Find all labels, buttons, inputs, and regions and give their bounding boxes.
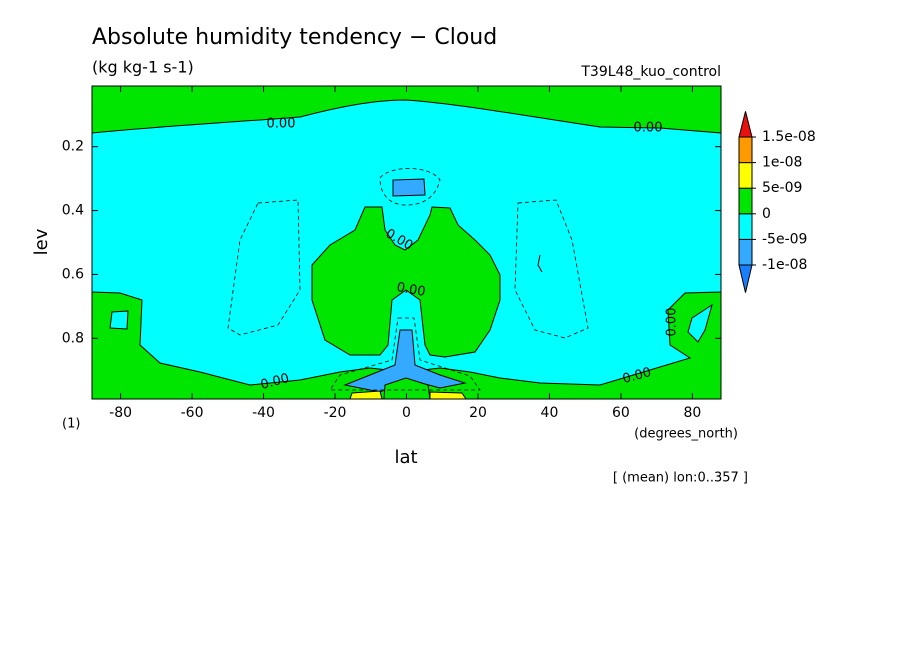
contour-label: 0.00 [267, 117, 296, 132]
colorbar-box [738, 162, 753, 189]
x-tick-label: -60 [181, 405, 204, 421]
colorbar-triangle [738, 111, 753, 138]
x-tick-label: 80 [683, 405, 701, 421]
x-tick-label: 20 [469, 405, 487, 421]
colorbar-label: 5e-09 [762, 180, 802, 196]
chart-subtitle: (kg kg-1 s-1) [92, 58, 194, 77]
contour-fill [311, 206, 501, 358]
colorbar-box [738, 238, 753, 266]
contour-line [514, 199, 589, 339]
contour-fill [91, 99, 722, 386]
colorbar-triangle [738, 264, 753, 293]
contour-fill [392, 178, 426, 197]
contour-label: 0.00 [259, 371, 291, 393]
contour-fill [109, 310, 129, 330]
colorbar-label: -5e-09 [762, 231, 807, 247]
x-tick-label: 0 [402, 405, 411, 421]
contour-line [227, 199, 301, 336]
panel-label: (1) [62, 417, 80, 432]
contour-line [329, 317, 481, 391]
x-tick-label: -40 [252, 405, 275, 421]
colorbar-label: 0 [762, 206, 771, 222]
contour-field: 0.00 0.00 0.00 0.00 0.00 0.00 0.00 [91, 85, 722, 400]
chart-title: Absolute humidity tendency − Cloud [92, 25, 497, 50]
contour-fill [429, 391, 467, 400]
y-tick-label: 0.8 [62, 330, 84, 346]
x-units: (degrees_north) [634, 427, 738, 442]
contour-fill [383, 377, 431, 400]
contour-label: 0.00 [634, 121, 663, 136]
x-tick-label: 60 [612, 405, 630, 421]
contour-label: 0.00 [665, 308, 680, 337]
colorbar-label: 1e-08 [762, 155, 802, 171]
contour-line [379, 168, 441, 206]
footnote: [ (mean) lon:0..357 ] [613, 471, 748, 486]
contour-label: 0.00 [621, 365, 653, 387]
y-tick-label: 0.6 [62, 266, 84, 282]
y-tick-label: 0.2 [62, 139, 84, 155]
x-tick-label: -20 [324, 405, 347, 421]
run-label: T39L48_kuo_control [580, 64, 721, 80]
x-axis-label: lat [394, 447, 417, 468]
colorbar-label: 1.5e-08 [762, 129, 816, 145]
y-tick-label: 0.4 [62, 203, 84, 219]
colorbar-label: -1e-08 [762, 257, 807, 273]
colorbar-box [738, 187, 753, 215]
contour-line [537, 254, 543, 273]
x-tick-label: -80 [109, 405, 132, 421]
y-axis-label: lev [31, 228, 52, 255]
colorbar-box [738, 136, 753, 164]
contour-fill [687, 303, 713, 343]
colorbar-box [738, 213, 753, 240]
x-tick-label: 40 [541, 405, 559, 421]
contour-label: 0.00 [395, 280, 426, 300]
